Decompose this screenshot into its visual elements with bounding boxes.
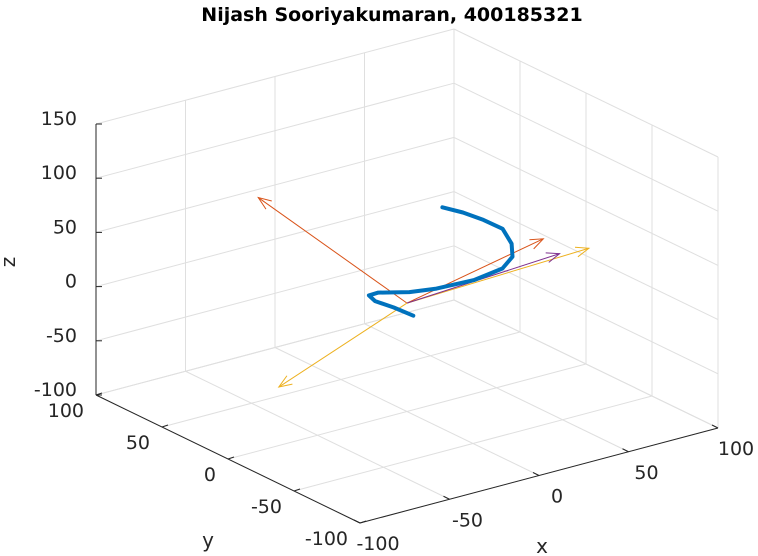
x-tick-mark [532, 472, 540, 476]
grid-line [227, 363, 587, 460]
vector-arrowhead [545, 252, 561, 263]
x-tick-mark [443, 495, 450, 500]
label-layer: -100-50050100-100-50050100-100-500501001… [34, 108, 754, 555]
vector-line [278, 302, 408, 388]
grid-line [453, 191, 719, 321]
grid-line [453, 136, 719, 266]
y-tick-label: 0 [204, 464, 216, 486]
grid-line [95, 191, 455, 288]
y-axis-label: y [202, 528, 214, 552]
x-tick-mark [711, 424, 719, 429]
grid-line [95, 245, 455, 342]
x-tick-mark [353, 519, 361, 524]
grid-line [453, 28, 719, 158]
grid-line [453, 82, 719, 212]
vector-line [406, 247, 590, 304]
y-tick-label: 50 [126, 432, 150, 454]
vector-arrowhead [574, 246, 591, 258]
z-tick-label: 150 [41, 108, 77, 130]
y-tick-label: -50 [251, 496, 282, 518]
y-tick-mark [293, 488, 301, 492]
x-tick-label: -50 [452, 509, 483, 531]
axes-layer [95, 123, 719, 524]
grid-line [95, 299, 455, 396]
data-layer [257, 196, 591, 388]
grid-line [453, 245, 719, 375]
vector-arrowhead [257, 196, 272, 210]
grid-line [293, 395, 653, 492]
grid-line [95, 28, 455, 125]
grid-line [95, 136, 455, 233]
z-tick-label: -100 [34, 379, 77, 401]
chart-title: Nijash Sooriyakumaran, 400185321 [201, 4, 582, 26]
x-axis-label: x [536, 534, 548, 556]
x-tick-mark [622, 448, 629, 453]
z-axis-label: z [0, 257, 20, 268]
x-tick-label: 0 [551, 486, 563, 508]
trajectory-series [366, 205, 515, 318]
vector-line [406, 238, 544, 304]
y-tick-label: -100 [305, 528, 348, 550]
y-tick-mark [359, 520, 367, 524]
z-tick-label: -50 [46, 325, 77, 347]
z-tick-label: 100 [41, 162, 77, 184]
x-tick-label: 50 [634, 462, 658, 484]
x-tick-label: -100 [356, 533, 399, 555]
grid-layer [95, 28, 719, 524]
z-tick-label: 0 [65, 271, 77, 293]
z-tick-label: 50 [53, 216, 77, 238]
y-tick-mark [161, 424, 169, 428]
y-tick-mark [227, 456, 235, 460]
grid-line [161, 331, 521, 428]
y-tick-label: 100 [48, 400, 84, 422]
x-tick-label: 100 [718, 438, 754, 460]
vector-arrowhead [277, 375, 293, 388]
grid-line [95, 82, 455, 179]
vector-arrowhead [529, 238, 545, 250]
vector-line [257, 197, 408, 304]
